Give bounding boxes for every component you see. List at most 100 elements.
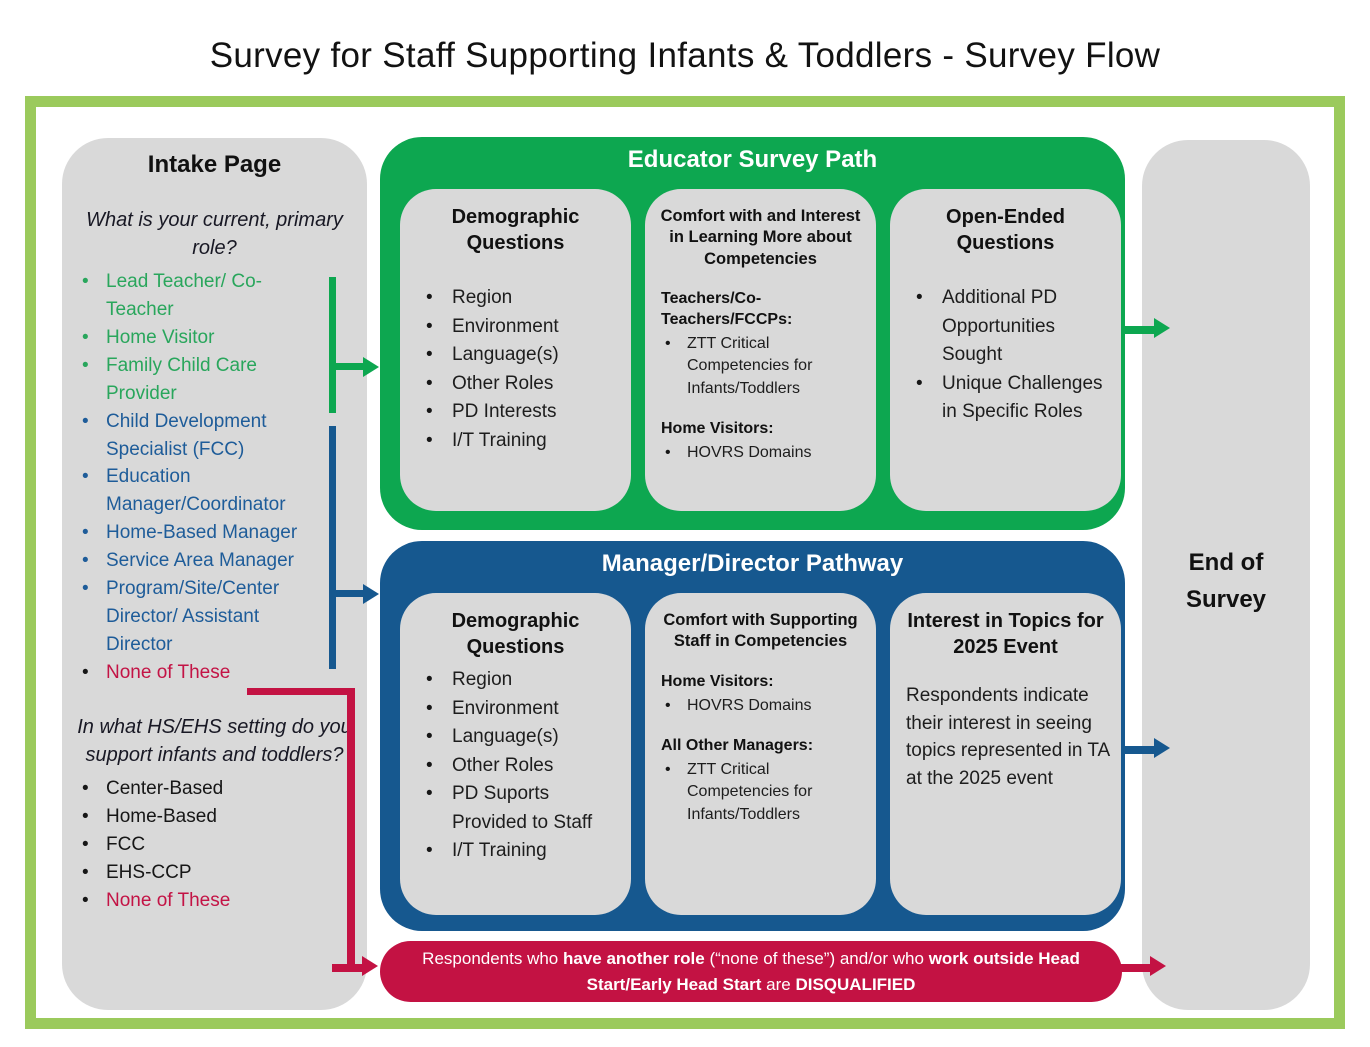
group-label-home-visitors: Home Visitors:: [661, 672, 774, 690]
manager-path-title: Manager/Director Pathway: [601, 550, 904, 577]
list-item: • Environment: [426, 313, 623, 342]
manager-competencies-box: Comfort with Supporting Staff in Compete…: [645, 593, 876, 915]
manager-arrow-icon: [363, 584, 379, 604]
bullet-icon: •: [916, 372, 923, 394]
bullet-icon: •: [426, 287, 433, 308]
bullet-icon: •: [82, 889, 89, 911]
list-item: • HOVRS Domains: [665, 695, 870, 717]
educator-path-box: Educator Survey Path Demographic Questio…: [380, 137, 1125, 530]
educator-end-arrow-stem: [1124, 326, 1156, 334]
role-item-lead-teacher: • Lead Teacher/ Co-Teacher: [82, 268, 329, 324]
list-item: • PD Suports Provided to Staff: [426, 780, 623, 837]
manager-end-arrow-icon: [1154, 738, 1170, 758]
list-item: • HOVRS Domains: [665, 442, 870, 464]
bullet-icon: •: [82, 805, 89, 827]
setting-item-center-based: • Center-Based: [82, 775, 329, 803]
list-item: • Other Roles: [426, 752, 623, 781]
educator-open-ended-box: Open-Ended Questions • Additional PD Oppo…: [890, 189, 1121, 511]
bullet-icon: •: [82, 326, 89, 348]
disqualified-banner: Respondents who have another role (“none…: [380, 941, 1122, 1002]
bullet-icon: •: [426, 429, 433, 451]
bullet-icon: •: [82, 777, 89, 799]
manager-bracket-line: [329, 426, 336, 669]
setting-item-fcc: • FCC: [82, 831, 329, 859]
bullet-icon: •: [82, 271, 89, 292]
group-label-other-managers: All Other Managers:: [661, 737, 814, 755]
bullet-icon: •: [916, 287, 923, 308]
bullet-icon: •: [82, 578, 89, 600]
educator-arrow-stem: [329, 363, 365, 370]
setting-item-none-of-these: • None of These: [82, 887, 329, 915]
bullet-icon: •: [82, 354, 89, 376]
list-item: • I/T Training: [426, 427, 623, 456]
page-title: Survey for Staff Supporting Infants & To…: [209, 36, 1161, 75]
list-item: • Other Roles: [426, 370, 623, 399]
list-item: • PD Interests: [426, 398, 623, 427]
intake-question-setting: In what HS/EHS setting do you support in…: [77, 715, 352, 766]
role-item-education-manager: • Education Manager/Coordinator: [82, 463, 329, 519]
intake-panel: Intake Page What is your current, primar…: [62, 138, 367, 1010]
educator-bracket-line: [329, 277, 336, 413]
manager-end-arrow-stem: [1124, 746, 1156, 754]
bullet-icon: •: [82, 466, 89, 488]
bullet-icon: •: [426, 783, 433, 804]
list-item: • ZTT Critical Competencies for Infants/T…: [665, 333, 870, 400]
bullet-icon: •: [82, 410, 89, 432]
disqualify-end-arrow-stem: [1120, 964, 1152, 972]
bullet-icon: •: [426, 401, 433, 422]
educator-path-title: Educator Survey Path: [627, 146, 878, 173]
bullet-icon: •: [426, 344, 433, 365]
educator-competencies-box: Comfort with and Interest in Learning Mo…: [645, 189, 876, 511]
role-item-none-of-these: • None of These: [82, 659, 329, 687]
list-item: • Environment: [426, 695, 623, 724]
bullet-icon: •: [665, 334, 671, 352]
manager-demographics-box: Demographic Questions • Region • Environme…: [400, 593, 631, 915]
disqualify-end-arrow-icon: [1150, 956, 1166, 976]
list-item: • Region: [426, 284, 623, 313]
setting-item-home-based: • Home-Based: [82, 803, 329, 831]
role-item-director: • Program/Site/Center Director/ Assistan…: [82, 575, 329, 659]
bullet-icon: •: [426, 754, 433, 776]
bullet-icon: •: [426, 840, 433, 861]
educator-demographics-box: Demographic Questions • Region • Environme…: [400, 189, 631, 511]
intake-heading: Intake Page: [147, 151, 282, 178]
list-item: • Additional PD Opportunities Sought: [916, 284, 1113, 370]
bullet-icon: •: [82, 861, 89, 883]
disqualify-arrow-icon: [362, 956, 378, 976]
educator-arrow-icon: [363, 357, 379, 377]
end-of-survey-label: End of Survey: [1185, 549, 1267, 614]
setting-item-ehs-ccp: • EHS-CCP: [82, 859, 329, 887]
bullet-icon: •: [665, 443, 671, 461]
list-item: • Region: [426, 666, 623, 695]
disqualified-text: Respondents who have another role (“none…: [422, 949, 1080, 994]
disqualify-line-vertical: [347, 688, 355, 970]
bullet-icon: •: [426, 726, 433, 747]
topics-description: Respondents indicate their interest in s…: [906, 685, 1110, 789]
bullet-icon: •: [426, 315, 433, 337]
list-item: • I/T Training: [426, 837, 623, 866]
bullet-icon: •: [82, 661, 89, 683]
intake-question-role: What is your current, primary role?: [86, 209, 343, 259]
disqualify-arrow-stem: [332, 964, 364, 972]
bullet-icon: •: [426, 669, 433, 690]
manager-arrow-stem: [329, 590, 365, 597]
list-item: • Language(s): [426, 723, 623, 752]
role-item-child-dev-specialist: • Child Development Specialist (FCC): [82, 408, 329, 464]
group-label-teachers: Teachers/Co-Teachers/FCCPs:: [661, 290, 793, 329]
end-of-survey-panel: End of Survey: [1142, 140, 1310, 1010]
bullet-icon: •: [82, 833, 89, 855]
list-item: • Language(s): [426, 341, 623, 370]
list-item: • ZTT Critical Competencies for Infants/T…: [665, 759, 870, 826]
educator-end-arrow-icon: [1154, 318, 1170, 338]
manager-2025-topics-box: Interest in Topics for 2025 Event Respon…: [890, 593, 1121, 915]
role-item-home-based-manager: • Home-Based Manager: [82, 519, 329, 547]
manager-path-box: Manager/Director Pathway Demographic Que…: [380, 541, 1125, 931]
role-item-service-area-manager: • Service Area Manager: [82, 547, 329, 575]
bullet-icon: •: [426, 697, 433, 719]
role-item-fcc-provider: • Family Child Care Provider: [82, 352, 329, 408]
group-label-home-visitors: Home Visitors:: [661, 420, 774, 438]
disqualify-line-horizontal: [247, 688, 354, 695]
list-item: • Unique Challenges in Specific Roles: [916, 370, 1113, 427]
bullet-icon: •: [665, 760, 671, 778]
bullet-icon: •: [665, 696, 671, 714]
